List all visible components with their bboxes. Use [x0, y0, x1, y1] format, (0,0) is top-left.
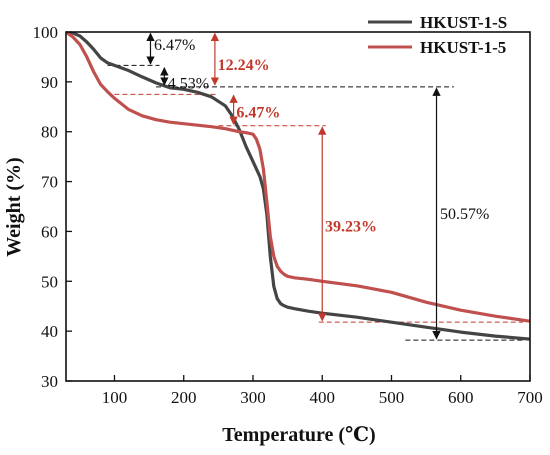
- y-tick-label: 30: [41, 372, 58, 391]
- plot-frame: [65, 31, 531, 382]
- y-tick-label: 70: [41, 173, 58, 192]
- y-tick-label: 60: [41, 222, 58, 241]
- x-tick-label: 700: [517, 388, 543, 407]
- ticks-layer: 100 200 300 400 500 600 700 30 40 50 60 70 80 90 100: [33, 23, 543, 407]
- x-tick-label: 100: [102, 388, 128, 407]
- label-5-step2: 6.47%: [236, 104, 280, 121]
- y-tick-label: 80: [41, 123, 58, 142]
- y-tick-label: 90: [41, 73, 58, 92]
- x-axis-title: Temperature (℃): [222, 424, 375, 446]
- legend-label-hkust-1-s: HKUST-1-S: [420, 13, 507, 32]
- x-tick-label: 600: [448, 388, 474, 407]
- y-tick-label: 40: [41, 322, 58, 341]
- series-line-hkust-1-s: [66, 32, 530, 341]
- y-axis-title: Weight (%): [3, 157, 25, 256]
- x-tick-label: 200: [171, 388, 197, 407]
- y-tick-label: 50: [41, 272, 58, 291]
- label-s-decomp: 50.57%: [440, 206, 489, 223]
- label-s-step1: 6.47%: [154, 37, 195, 54]
- y-tick-label: 100: [33, 23, 59, 42]
- label-5-total: 12.24%: [218, 57, 270, 74]
- guide-lines-layer: [66, 31, 524, 341]
- x-tick-label: 300: [240, 388, 266, 407]
- label-s-step2: 4.53%: [168, 75, 209, 92]
- legend: HKUST-1-S HKUST-1-5: [368, 13, 507, 57]
- x-tick-label: 500: [379, 388, 405, 407]
- series-line-hkust-1-5: [66, 32, 530, 323]
- legend-label-hkust-1-5: HKUST-1-5: [420, 38, 506, 57]
- series-layer: [66, 32, 530, 341]
- annotations-layer: 6.47% 4.53% 12.24% 6.47% 39.23% 50.57%: [146, 32, 489, 340]
- x-tick-label: 400: [309, 388, 335, 407]
- label-5-decomp: 39.23%: [325, 218, 377, 235]
